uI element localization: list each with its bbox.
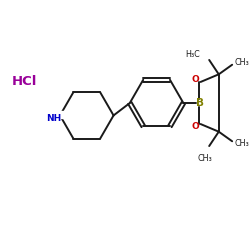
Text: CH₃: CH₃: [197, 154, 212, 163]
Text: B: B: [196, 98, 204, 108]
Text: CH₃: CH₃: [234, 139, 249, 148]
Text: O: O: [192, 122, 200, 132]
Text: CH₃: CH₃: [234, 58, 249, 67]
Text: H₃C: H₃C: [185, 50, 200, 59]
Text: NH: NH: [46, 114, 61, 123]
Text: O: O: [192, 74, 200, 84]
Text: HCl: HCl: [12, 76, 37, 88]
